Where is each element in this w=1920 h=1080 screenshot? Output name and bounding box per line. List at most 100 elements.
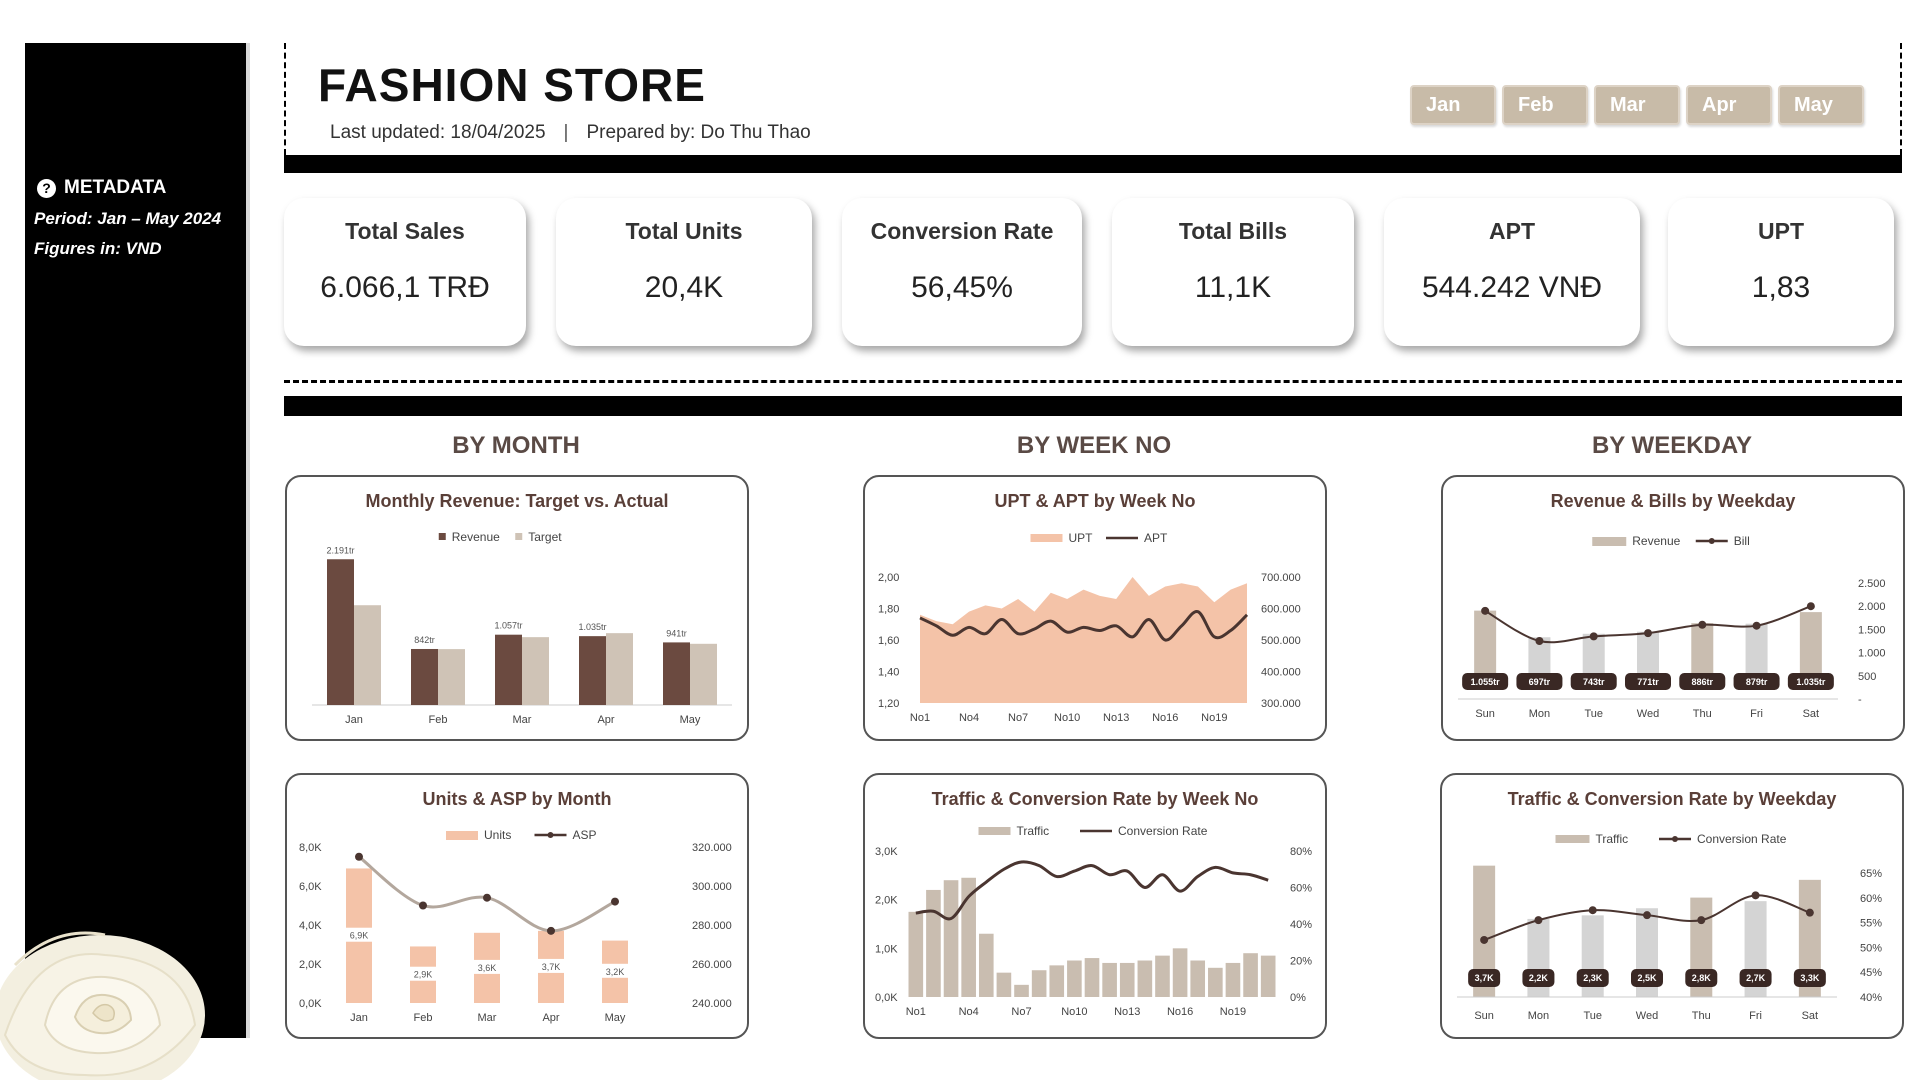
header-subtitle: Last updated: 18/04/2025 | Prepared by: Do… <box>330 122 811 144</box>
y-left-tick-label: 2,0K <box>875 895 898 907</box>
data-label-pill <box>1522 969 1555 987</box>
sidebar: ? METADATA Period: Jan – May 2024 Figure… <box>25 43 247 1038</box>
figures-text: Figures in: VND <box>34 239 162 258</box>
y-left-tick-label: 3,0K <box>875 846 898 858</box>
chart-svg: UPT APT 2,00 1,80 1,60 1,40 1,20 700.000 600.000… <box>878 531 1301 724</box>
chart-svg: Traffic Conversion Rate 3,0K 2,0K 1,0K 0,0K 80… <box>875 824 1312 1018</box>
legend-label: Bill <box>1734 534 1750 548</box>
chart-svg: Revenue Bill 2.500 2.000 1.500 1.000 500 - 1.055… <box>1458 534 1886 720</box>
bar-traffic <box>978 933 994 997</box>
data-label: 3,7K <box>542 962 561 972</box>
legend-label: Revenue <box>452 530 500 544</box>
month-button-jan[interactable]: Jan <box>1410 85 1496 125</box>
x-tick-label: Tue <box>1584 708 1603 720</box>
x-tick-label: No4 <box>959 712 979 724</box>
kpi-card-total-sales: Total Sales 6.066,1 TRĐ <box>284 198 526 346</box>
x-tick-label: Sun <box>1475 708 1495 720</box>
bar-target <box>522 637 549 705</box>
y-right-tick-label: 300.000 <box>692 881 732 893</box>
month-button-may[interactable]: May <box>1778 85 1864 125</box>
data-label: 6,9K <box>350 931 369 941</box>
bar-traffic <box>996 972 1012 997</box>
x-tick-label: Fri <box>1750 708 1763 720</box>
bar-target <box>438 649 465 705</box>
chart-title: UPT & APT by Week No <box>994 491 1196 511</box>
data-label-pill <box>1739 969 1772 987</box>
x-tick-label: Wed <box>1637 708 1659 720</box>
y-left-tick-label: 1,40 <box>878 667 899 679</box>
bar-target <box>354 605 381 705</box>
bar-traffic <box>1172 948 1188 997</box>
x-tick-label: Feb <box>414 1012 433 1024</box>
x-tick-label: Sun <box>1474 1010 1494 1022</box>
data-label: 941tr <box>666 628 687 638</box>
x-tick-label: Mar <box>513 714 532 726</box>
y-right-tick-label: - <box>1858 694 1862 706</box>
x-tick-label: May <box>605 1012 626 1024</box>
x-tick-label: No1 <box>906 1006 926 1018</box>
y-right-tick-label: 80% <box>1290 846 1312 858</box>
x-tick-label: May <box>680 714 701 726</box>
kpi-label: Conversion Rate <box>870 218 1054 244</box>
legend-swatch <box>438 533 446 540</box>
y-right-tick-label: 55% <box>1860 918 1882 930</box>
data-label: 1.035tr <box>578 622 606 632</box>
chart-upt-apt-week: UPT & APT by Week No UPT APT 2,00 1,80 1,60 1… <box>863 475 1327 741</box>
month-button-feb[interactable]: Feb <box>1502 85 1588 125</box>
legend-swatch <box>1592 537 1627 546</box>
bill-point <box>1644 629 1652 638</box>
month-button-apr[interactable]: Apr <box>1686 85 1772 125</box>
y-right-tick-label: 240.000 <box>692 998 732 1010</box>
data-label-bg <box>602 963 628 978</box>
bar-traffic <box>926 889 941 997</box>
y-right-tick-label: 500 <box>1858 671 1876 683</box>
prepared-by: Prepared by: Do Thu Thao <box>586 122 811 143</box>
y-right-tick-label: 45% <box>1860 967 1882 979</box>
data-label-pill <box>1793 969 1826 987</box>
data-label-pill <box>1625 673 1671 690</box>
bar-revenue <box>327 559 354 705</box>
y-left-tick-label: 0,0K <box>299 998 322 1010</box>
asp-point <box>547 926 555 935</box>
y-right-tick-label: 260.000 <box>692 959 732 971</box>
data-label: 886tr <box>1692 677 1714 687</box>
chart-svg: Traffic Conversion Rate 65% 60% 55% 50% 45% 40%… <box>1457 832 1882 1022</box>
y-right-tick-label: 60% <box>1860 893 1882 905</box>
data-label-bg <box>538 958 564 973</box>
x-tick-label: No16 <box>1167 1006 1193 1018</box>
data-label-pill <box>1631 969 1663 987</box>
x-tick-label: No19 <box>1201 712 1227 724</box>
y-right-tick-label: 400.000 <box>1261 667 1301 679</box>
conversion-point <box>1480 935 1489 944</box>
legend-swatch <box>1708 538 1715 544</box>
x-tick-label: No4 <box>959 1006 979 1018</box>
y-left-tick-label: 1,0K <box>875 943 898 955</box>
y-left-tick-label: 2,00 <box>878 572 899 584</box>
data-label: 1.055tr <box>1471 677 1501 687</box>
header-divider <box>284 155 1902 173</box>
y-left-tick-label: 2,0K <box>299 959 322 971</box>
bill-point <box>1752 621 1761 630</box>
legend-swatch <box>1555 835 1590 843</box>
y-right-tick-label: 500.000 <box>1261 635 1301 647</box>
conversion-point <box>1588 906 1597 915</box>
section-title-week: BY WEEK NO <box>1016 432 1172 459</box>
month-button-mar[interactable]: Mar <box>1594 85 1680 125</box>
kpi-value: 20,4K <box>644 271 724 304</box>
data-label-pill <box>1685 969 1718 987</box>
x-tick-label: Apr <box>597 714 614 726</box>
data-label-pill <box>1570 673 1617 690</box>
x-tick-label: Jan <box>350 1012 368 1024</box>
y-right-tick-label: 300.000 <box>1261 698 1301 710</box>
legend-swatch <box>978 827 1011 835</box>
y-right-tick-label: 40% <box>1860 992 1882 1004</box>
data-label: 879tr <box>1746 677 1768 687</box>
metadata-label: METADATA <box>64 177 167 198</box>
section-title-month: BY MONTH <box>452 432 580 459</box>
legend-swatch <box>1030 534 1063 542</box>
y-right-tick-label: 700.000 <box>1261 572 1301 584</box>
conversion-point <box>1643 911 1651 920</box>
x-tick-label: No7 <box>1008 712 1028 724</box>
bar-traffic <box>1243 953 1258 997</box>
rose-decoration-icon <box>0 931 205 1080</box>
